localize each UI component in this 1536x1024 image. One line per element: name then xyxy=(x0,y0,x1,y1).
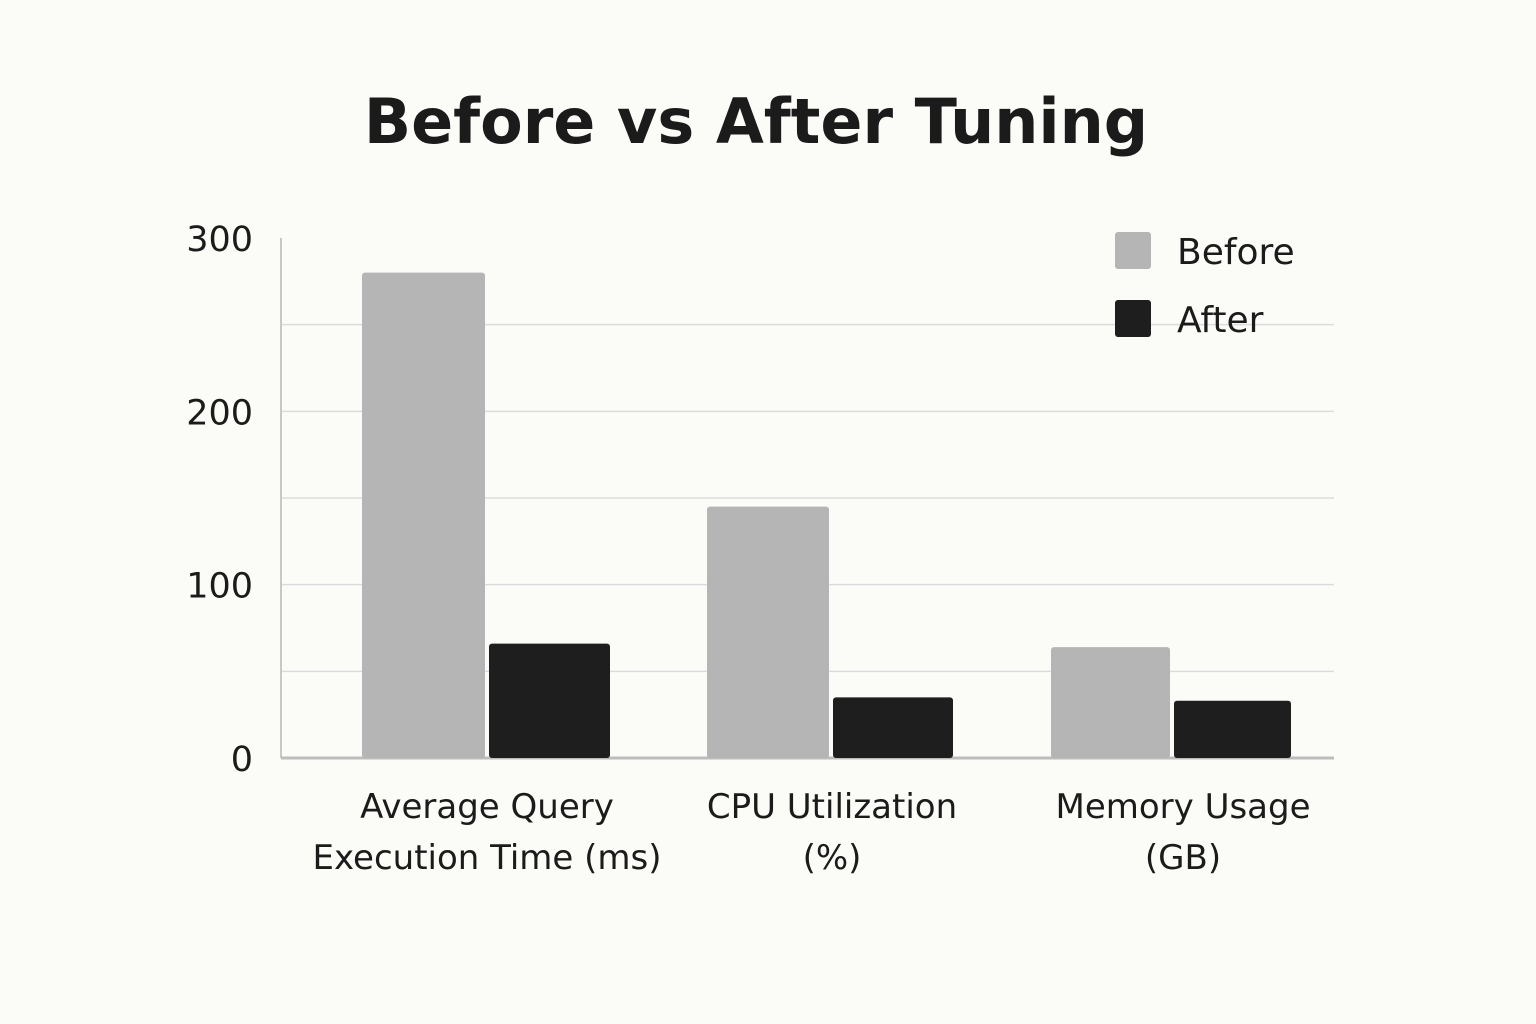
bars xyxy=(362,272,1291,758)
bar-before-2 xyxy=(1051,647,1170,758)
y-tick-label: 100 xyxy=(186,567,253,607)
bar-after-0 xyxy=(489,643,610,758)
category-label: Average Query xyxy=(360,787,614,827)
y-tick-labels: 0 100 200 300 xyxy=(186,220,253,780)
bar-before-1 xyxy=(707,506,829,758)
y-tick-label: 0 xyxy=(231,740,253,780)
legend: Before After xyxy=(1115,232,1295,341)
legend-swatch-after xyxy=(1115,300,1151,337)
legend-label-before: Before xyxy=(1177,232,1295,273)
y-tick-label: 200 xyxy=(186,393,253,433)
bar-after-1 xyxy=(833,697,953,758)
category-label: Memory Usage xyxy=(1055,787,1310,827)
legend-label-after: After xyxy=(1177,300,1264,341)
category-labels: Average Query Execution Time (ms) CPU Util… xyxy=(312,787,1310,878)
chart-title: Before vs After Tuning xyxy=(364,85,1148,158)
category-label: CPU Utilization xyxy=(707,787,957,827)
category-label: (GB) xyxy=(1145,838,1221,878)
category-label: Execution Time (ms) xyxy=(312,838,661,878)
legend-swatch-before xyxy=(1115,232,1151,269)
bar-after-2 xyxy=(1174,700,1291,758)
category-label: (%) xyxy=(803,838,862,878)
y-tick-label: 300 xyxy=(186,220,253,260)
bar-before-0 xyxy=(362,272,485,758)
